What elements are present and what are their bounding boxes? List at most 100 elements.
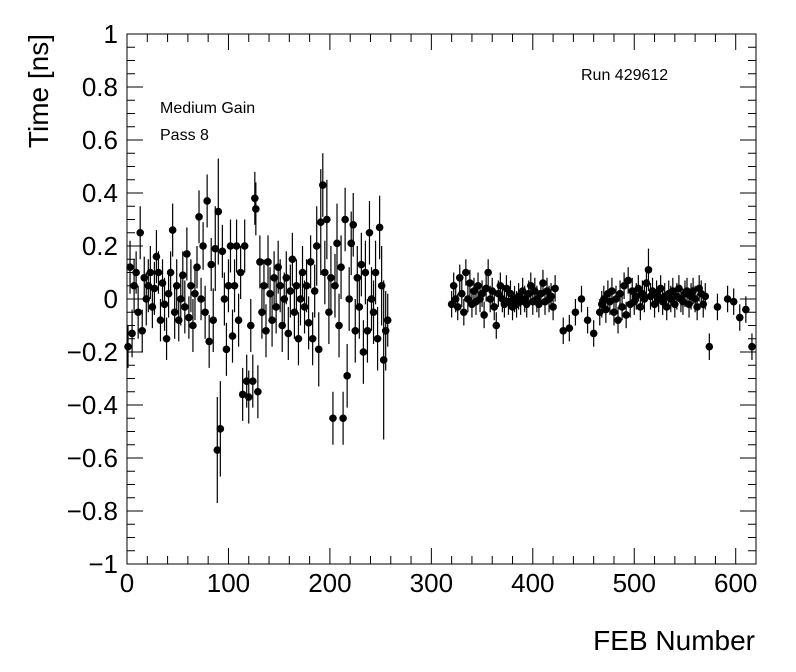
data-point-158 [504, 297, 513, 306]
data-point-50 [224, 281, 233, 290]
data-point-12 [148, 303, 157, 311]
data-point-40 [205, 337, 213, 346]
data-point-218 [656, 284, 665, 293]
data-point-188 [595, 308, 604, 317]
data-point-116 [357, 260, 366, 269]
data-point-64 [252, 205, 260, 213]
annotation-run: Run 429612 [581, 67, 668, 84]
data-point-41 [207, 260, 216, 269]
data-point-152 [492, 321, 501, 330]
data-point-104 [333, 239, 341, 248]
data-point-196 [612, 295, 620, 303]
data-point-94 [312, 242, 321, 250]
data-point-206 [632, 292, 641, 301]
data-point-23 [170, 308, 179, 317]
data-point-247 [748, 342, 756, 351]
data-point-19 [162, 334, 171, 343]
data-point-204 [628, 287, 637, 295]
data-point-92 [308, 334, 317, 343]
data-point-239 [699, 300, 708, 309]
axis-tick-labels: 0 100 200 300 400 500 600 −1 −0.8 −0.6 −0.4 −0.2 0 0.… [67, 19, 758, 598]
y-tick-label-6: 0.2 [82, 231, 118, 261]
data-point-245 [735, 313, 744, 322]
data-point-43 [211, 244, 220, 253]
data-point-79 [282, 274, 291, 282]
x-tick-label-2: 200 [308, 568, 351, 598]
data-point-148 [484, 268, 492, 277]
data-point-193 [606, 297, 614, 306]
data-point-114 [353, 274, 362, 282]
data-point-201 [622, 311, 630, 319]
data-point-133 [453, 303, 462, 311]
data-point-87 [298, 268, 307, 277]
data-point-207 [634, 284, 643, 293]
y-tick-label-2: −0.6 [67, 443, 118, 473]
data-point-139 [466, 279, 474, 287]
data-point-113 [351, 327, 360, 335]
data-point-151 [490, 303, 499, 311]
data-point-60 [244, 393, 253, 401]
data-point-91 [306, 258, 315, 266]
data-point-55 [234, 316, 243, 325]
data-point-75 [274, 263, 282, 272]
data-point-10 [144, 281, 153, 290]
data-point-138 [464, 295, 472, 303]
y-tick-label-9: 0.8 [82, 72, 118, 102]
data-point-171 [531, 287, 539, 295]
data-point-49 [222, 345, 231, 354]
data-point-174 [537, 289, 545, 298]
data-point-177 [543, 287, 551, 295]
data-point-244 [729, 297, 738, 306]
data-point-168 [524, 289, 533, 298]
x-tick-label-0: 0 [120, 568, 134, 598]
data-point-128 [381, 327, 390, 335]
data-point-66 [256, 258, 264, 266]
data-point-59 [242, 377, 251, 385]
data-point-150 [488, 287, 497, 295]
data-point-124 [373, 334, 382, 343]
data-point-119 [363, 327, 372, 335]
y-tick-label-7: 0.4 [82, 178, 118, 208]
data-point-194 [608, 287, 616, 295]
data-point-215 [650, 300, 659, 309]
data-point-130 [447, 300, 456, 309]
data-point-231 [683, 287, 691, 295]
data-point-241 [705, 342, 714, 351]
data-point-67 [258, 308, 266, 317]
data-point-240 [701, 292, 710, 301]
data-point-71 [266, 289, 274, 298]
data-point-11 [146, 268, 155, 277]
data-markers [124, 181, 756, 454]
data-point-126 [377, 281, 386, 290]
data-point-224 [669, 287, 677, 295]
data-point-86 [296, 295, 305, 303]
data-point-120 [365, 228, 374, 237]
data-point-175 [539, 279, 547, 287]
data-point-4 [132, 268, 140, 277]
data-point-5 [134, 308, 142, 317]
data-point-200 [620, 281, 628, 290]
data-point-106 [337, 263, 345, 272]
data-point-110 [345, 295, 353, 303]
data-point-173 [535, 300, 543, 309]
data-point-223 [666, 295, 675, 303]
data-point-242 [713, 303, 722, 311]
data-point-27 [178, 271, 187, 279]
data-point-159 [506, 289, 515, 298]
data-point-57 [238, 390, 247, 399]
data-point-63 [251, 194, 259, 203]
data-point-53 [230, 281, 239, 290]
x-tick-label-4: 400 [511, 568, 554, 598]
data-point-89 [302, 281, 311, 290]
data-point-21 [166, 268, 175, 277]
data-point-103 [331, 281, 339, 290]
data-point-118 [361, 268, 370, 277]
data-point-74 [272, 303, 280, 311]
data-point-35 [195, 213, 203, 221]
data-point-65 [254, 387, 262, 396]
data-point-235 [691, 295, 699, 303]
data-point-232 [685, 300, 693, 309]
data-point-101 [327, 274, 335, 282]
data-point-1 [126, 263, 134, 272]
data-point-25 [174, 316, 183, 325]
